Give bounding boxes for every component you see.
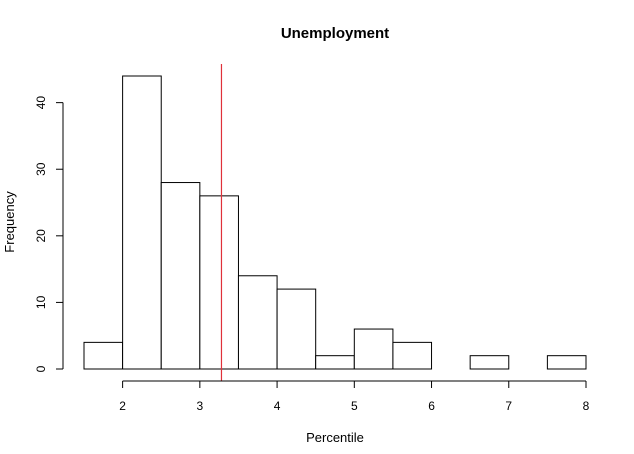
x-tick-label: 8 <box>583 399 590 413</box>
bars-group <box>83 75 587 370</box>
y-tick-label: 20 <box>34 229 48 243</box>
histogram-bar-8 <box>392 341 433 370</box>
histogram-bar-12 <box>546 355 587 370</box>
histogram-bar-2 <box>160 182 201 370</box>
y-tick-label: 30 <box>34 162 48 176</box>
x-tick-label: 5 <box>351 399 358 413</box>
y-tick-label: 40 <box>34 96 48 110</box>
histogram-bar-6 <box>315 355 355 370</box>
x-axis-label: Percentile <box>306 430 364 445</box>
histogram-bar-7 <box>353 328 394 370</box>
x-tick-label: 4 <box>274 399 281 413</box>
histogram-bar-0 <box>83 341 124 370</box>
histogram-bar-10 <box>469 355 510 370</box>
y-axis: 0 10 20 30 40 <box>34 96 64 372</box>
y-tick-label: 0 <box>34 365 48 372</box>
histogram-bar-5 <box>276 288 317 370</box>
chart-title: Unemployment <box>281 25 389 42</box>
y-axis-label: Frequency <box>2 191 17 253</box>
histogram-bar-1 <box>122 75 162 370</box>
x-tick-label: 7 <box>505 399 512 413</box>
histogram-bar-4 <box>237 275 278 370</box>
x-tick-label: 3 <box>197 399 204 413</box>
x-tick-label: 2 <box>119 399 126 413</box>
x-tick-label: 6 <box>428 399 435 413</box>
y-tick-label: 10 <box>34 295 48 309</box>
x-axis: 2 3 4 5 6 7 8 <box>119 380 590 413</box>
histogram-bar-3 <box>199 195 239 370</box>
